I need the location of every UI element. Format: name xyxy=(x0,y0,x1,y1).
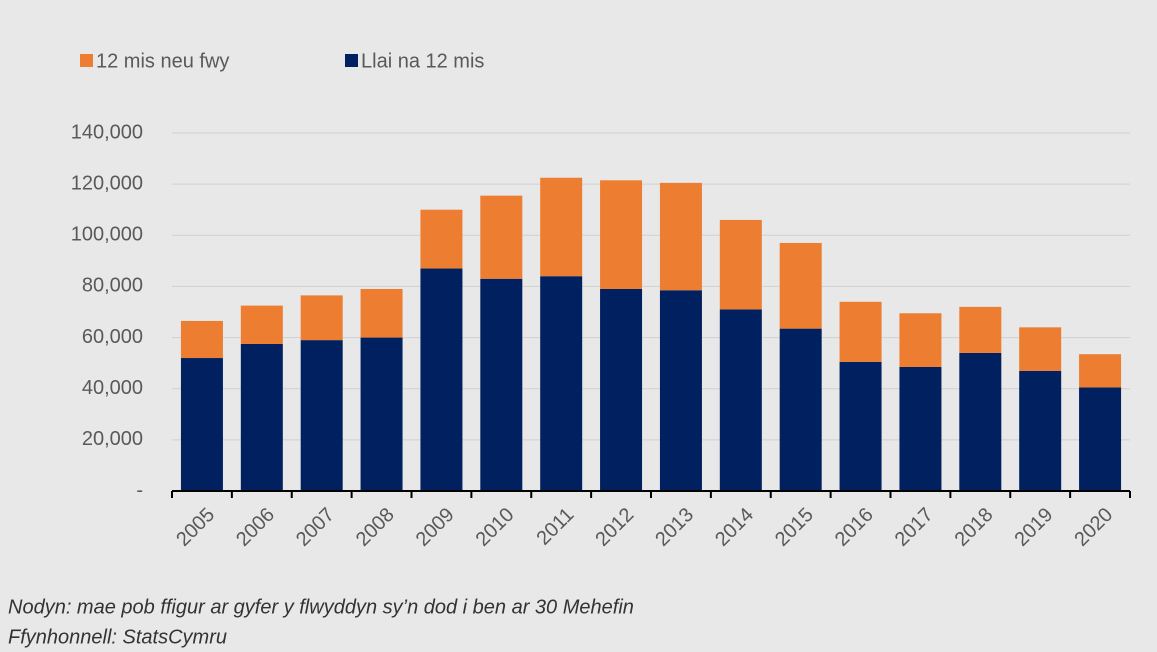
bar-segment xyxy=(899,366,942,491)
bar-segment xyxy=(959,306,1002,353)
note: Nodyn: mae pob ffigur ar gyfer y flwyddy… xyxy=(8,596,634,618)
x-tick-label: 2008 xyxy=(352,504,399,551)
bar-segment xyxy=(600,288,643,491)
bar-segment xyxy=(1079,354,1122,388)
x-tick-label: 2016 xyxy=(831,504,878,551)
x-tick-label: 2014 xyxy=(711,504,758,551)
x-tick-label: 2006 xyxy=(232,504,279,551)
x-tick-label: 2020 xyxy=(1070,504,1117,551)
x-tick-label: 2005 xyxy=(172,504,219,551)
bar-segment xyxy=(839,301,882,362)
x-tick-label: 2009 xyxy=(412,504,459,551)
bar-segment xyxy=(420,268,463,491)
y-tick-label: - xyxy=(136,479,143,501)
bar-segment xyxy=(420,209,463,269)
bar-segment xyxy=(240,343,283,491)
y-tick-label: 60,000 xyxy=(82,326,143,348)
y-tick-label: 40,000 xyxy=(82,377,143,399)
bar-segment xyxy=(719,219,762,310)
x-tick-label: 2018 xyxy=(951,504,998,551)
bar-segment xyxy=(600,180,643,289)
bar-segment xyxy=(300,295,343,341)
legend-swatch xyxy=(345,54,358,67)
bar-segment xyxy=(180,358,223,491)
bar-segment xyxy=(300,340,343,491)
bar-segment xyxy=(659,182,702,291)
x-tick-label: 2011 xyxy=(532,504,578,550)
y-tick-label: 20,000 xyxy=(82,428,143,450)
bar-segment xyxy=(180,320,223,359)
x-tick-label: 2015 xyxy=(771,504,818,551)
bar-segment xyxy=(360,337,403,491)
bar-segment xyxy=(480,195,523,279)
bar-segment xyxy=(1019,327,1062,371)
note: Ffynhonnell: StatsCymru xyxy=(8,626,227,648)
bar-segment xyxy=(899,313,942,367)
x-tick-label: 2010 xyxy=(472,504,519,551)
legend-swatch xyxy=(80,54,93,67)
bar-segment xyxy=(779,328,822,491)
x-tick-label: 2007 xyxy=(292,504,339,551)
x-tick-label: 2017 xyxy=(891,504,938,551)
y-tick-label: 140,000 xyxy=(71,121,143,143)
legend-label: Llai na 12 mis xyxy=(361,50,484,72)
legend-label: 12 mis neu fwy xyxy=(96,50,229,72)
bar-segment xyxy=(839,361,882,491)
x-tick-label: 2013 xyxy=(651,504,698,551)
x-tick-label: 2012 xyxy=(591,504,638,551)
y-tick-label: 100,000 xyxy=(71,224,143,246)
bar-segment xyxy=(240,305,283,344)
bar-segment xyxy=(719,309,762,491)
bar-segment xyxy=(540,177,583,277)
y-tick-label: 80,000 xyxy=(82,275,143,297)
bar-segment xyxy=(360,288,403,338)
bar-segment xyxy=(779,242,822,329)
bar-segment xyxy=(1019,370,1062,491)
y-tick-label: 120,000 xyxy=(71,172,143,194)
bar-segment xyxy=(659,290,702,491)
bar-segment xyxy=(1079,387,1122,491)
bar-segment xyxy=(480,278,523,491)
x-tick-label: 2019 xyxy=(1010,504,1057,551)
bar-segment xyxy=(959,352,1002,491)
bar-segment xyxy=(540,276,583,491)
